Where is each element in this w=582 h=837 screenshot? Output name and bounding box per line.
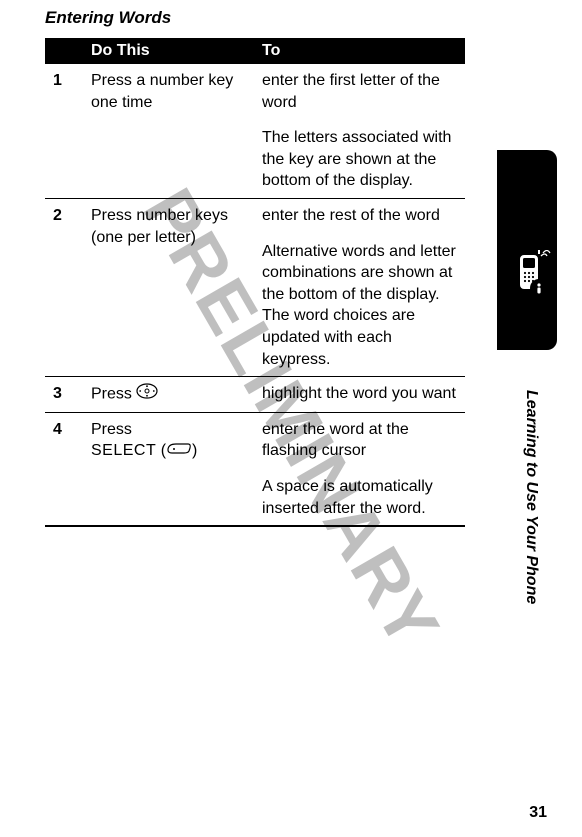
page-number: 31 (529, 804, 547, 822)
press-prefix: Press (91, 421, 132, 438)
softkey-icon (166, 440, 192, 462)
result-para-2: A space is automatically inserted after … (262, 476, 457, 519)
table-row: 4 Press SELECT () enter the word at the … (45, 412, 465, 526)
press-prefix: Press (91, 386, 136, 403)
step-action: Press a number key one time (83, 64, 254, 198)
step-action: Press number keys (one per letter) (83, 198, 254, 376)
result-para-1: highlight the word you want (262, 383, 457, 405)
table-header-row: Do This To (45, 38, 465, 64)
table-row: 2 Press number keys (one per letter) ent… (45, 198, 465, 376)
paren-close: ) (192, 442, 197, 459)
select-label: SELECT (91, 442, 156, 459)
black-tab (497, 150, 557, 350)
step-number: 4 (45, 412, 83, 526)
step-number: 3 (45, 377, 83, 413)
header-to: To (254, 38, 465, 64)
result-para-1: enter the word at the flashing cursor (262, 419, 457, 462)
table-row: 3 Press highlight the word you want (45, 377, 465, 413)
step-result: enter the first letter of the word The l… (254, 64, 465, 198)
paren-open: ( (156, 442, 166, 459)
step-number: 1 (45, 64, 83, 198)
phone-info-icon (505, 250, 555, 305)
table-row: 1 Press a number key one time enter the … (45, 64, 465, 198)
nav-key-icon (136, 383, 158, 406)
header-do-this: Do This (83, 38, 254, 64)
step-result: highlight the word you want (254, 377, 465, 413)
result-para-1: enter the rest of the word (262, 205, 457, 227)
result-para-2: Alternative words and letter combination… (262, 241, 457, 371)
section-heading: Entering Words (45, 8, 465, 28)
side-running-title: Learning to Use Your Phone (522, 390, 540, 604)
step-result: enter the word at the flashing cursor A … (254, 412, 465, 526)
instructions-table: Do This To 1 Press a number key one time… (45, 38, 465, 527)
step-result: enter the rest of the word Alternative w… (254, 198, 465, 376)
step-number: 2 (45, 198, 83, 376)
step-action: Press SELECT () (83, 412, 254, 526)
result-para-1: enter the first letter of the word (262, 70, 457, 113)
header-blank (45, 38, 83, 64)
side-illustration (497, 150, 557, 350)
step-action: Press (83, 377, 254, 413)
result-para-2: The letters associated with the key are … (262, 127, 457, 192)
main-content: Entering Words Do This To 1 Press a numb… (0, 0, 495, 527)
